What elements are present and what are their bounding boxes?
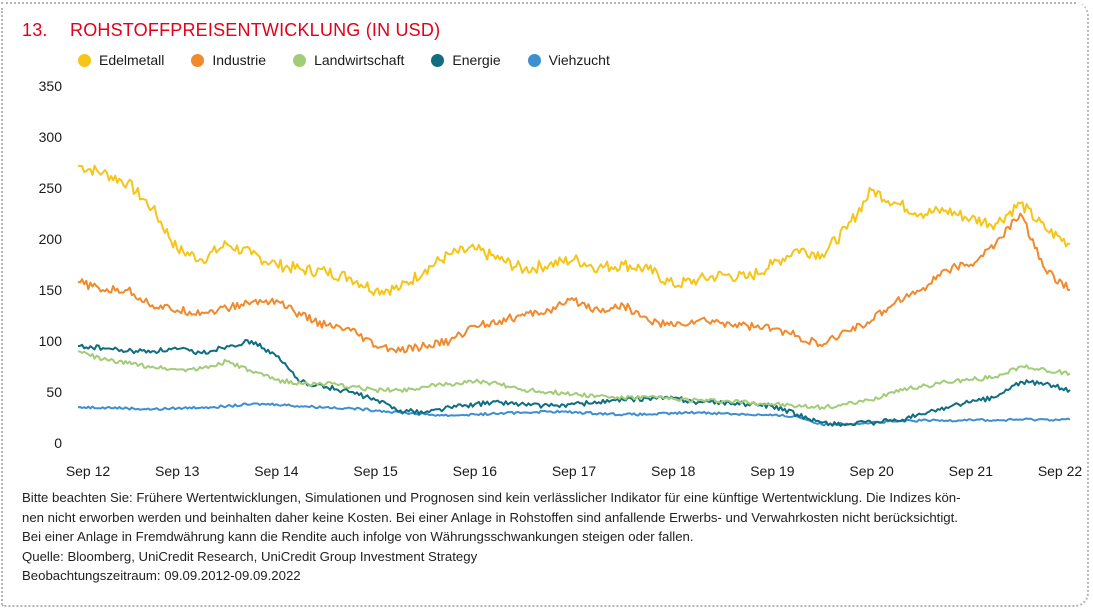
frame-border-top bbox=[1, 2, 1076, 4]
frame-border-left bbox=[1, 8, 3, 605]
series-line-energie bbox=[77, 339, 1071, 427]
x-tick-label: Sep 22 bbox=[1038, 463, 1083, 479]
line-chart: 0 50 100 150 200 250 300 350 Sep 12 Sep 13 Sep 14 S… bbox=[39, 78, 1083, 479]
chart-title-text: ROHSTOFFPREISENTWICKLUNG (IN USD) bbox=[70, 20, 441, 40]
legend-item-energie: Energie bbox=[431, 52, 501, 68]
legend-item-viehzucht: Viehzucht bbox=[527, 52, 610, 68]
x-tick-label: Sep 19 bbox=[750, 463, 795, 479]
footnotes: Bitte beachten Sie: Frühere Wertentwickl… bbox=[22, 488, 1072, 586]
x-tick-label: Sep 15 bbox=[353, 463, 398, 479]
legend-swatch-edelmetall bbox=[78, 53, 91, 67]
x-tick-label: Sep 17 bbox=[552, 463, 597, 479]
x-tick-label: Sep 21 bbox=[949, 463, 994, 479]
disclaimer-line: Bitte beachten Sie: Frühere Wertentwickl… bbox=[22, 490, 961, 505]
legend-label-edelmetall: Edelmetall bbox=[99, 52, 165, 68]
period-line: Beobachtungszeitraum: 09.09.2012-09.09.2… bbox=[22, 568, 301, 584]
chart-title: 13. ROHSTOFFPREISENTWICKLUNG (IN USD) bbox=[22, 20, 440, 41]
y-tick-label: 150 bbox=[39, 282, 63, 298]
x-tick-label: Sep 18 bbox=[651, 463, 696, 479]
series-line-landwirtschaft bbox=[77, 350, 1071, 411]
legend-swatch-landwirtschaft bbox=[293, 53, 307, 67]
x-tick-label: Sep 16 bbox=[453, 463, 498, 479]
x-tick-label: Sep 20 bbox=[849, 463, 894, 479]
series-line-industrie bbox=[77, 212, 1071, 354]
y-tick-label: 0 bbox=[54, 435, 62, 451]
x-tick-label: Sep 14 bbox=[254, 463, 299, 479]
source-line: Quelle: Bloomberg, UniCredit Research, U… bbox=[22, 548, 478, 564]
legend-swatch-energie bbox=[431, 53, 445, 67]
legend-label-landwirtschaft: Landwirtschaft bbox=[314, 52, 405, 68]
chart-number: 13. bbox=[22, 20, 48, 40]
x-tick-label: Sep 13 bbox=[155, 463, 200, 479]
legend-item-landwirtschaft: Landwirtschaft bbox=[293, 52, 404, 68]
legend: Edelmetall Industrie Landwirtschaft Ener… bbox=[78, 52, 637, 68]
legend-label-industrie: Industrie bbox=[212, 52, 267, 68]
legend-swatch-viehzucht bbox=[527, 53, 541, 67]
series-line-edelmetall bbox=[77, 164, 1071, 297]
y-tick-label: 300 bbox=[39, 129, 63, 145]
legend-item-industrie: Industrie bbox=[191, 52, 266, 68]
legend-label-viehzucht: Viehzucht bbox=[548, 52, 610, 68]
y-tick-label: 50 bbox=[46, 384, 62, 400]
legend-label-energie: Energie bbox=[452, 52, 501, 68]
x-tick-label: Sep 12 bbox=[66, 463, 111, 479]
y-tick-label: 100 bbox=[39, 333, 63, 349]
disclaimer-line: nen nicht erworben werden und beinhalten… bbox=[22, 509, 958, 525]
legend-item-edelmetall: Edelmetall bbox=[78, 52, 164, 68]
y-tick-label: 250 bbox=[39, 180, 63, 196]
y-tick-label: 200 bbox=[39, 231, 63, 247]
y-tick-label: 350 bbox=[39, 78, 63, 94]
legend-swatch-industrie bbox=[191, 53, 205, 67]
disclaimer-line: Bei einer Anlage in Fremdwährung kann di… bbox=[22, 529, 694, 545]
